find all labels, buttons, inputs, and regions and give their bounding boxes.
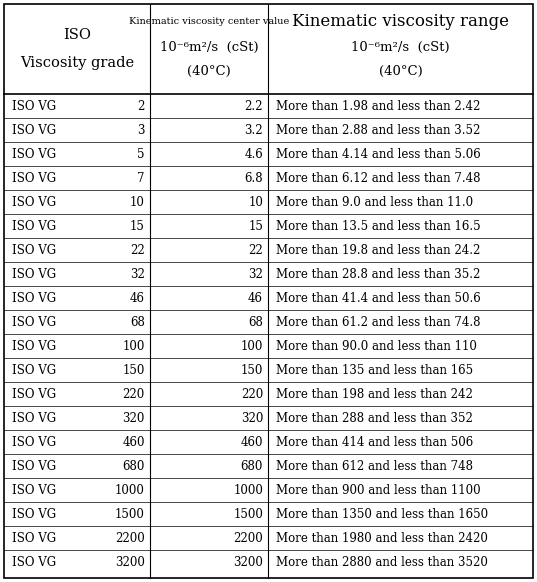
Text: Kinematic viscosity range: Kinematic viscosity range bbox=[292, 12, 509, 30]
Text: 1000: 1000 bbox=[233, 484, 263, 496]
Text: ISO VG: ISO VG bbox=[12, 268, 56, 281]
Text: More than 414 and less than 506: More than 414 and less than 506 bbox=[276, 435, 473, 449]
Text: More than 135 and less than 165: More than 135 and less than 165 bbox=[276, 364, 473, 377]
Text: More than 9.0 and less than 11.0: More than 9.0 and less than 11.0 bbox=[276, 196, 473, 208]
Text: More than 13.5 and less than 16.5: More than 13.5 and less than 16.5 bbox=[276, 219, 481, 232]
Text: ISO: ISO bbox=[63, 28, 91, 42]
Text: More than 1350 and less than 1650: More than 1350 and less than 1650 bbox=[276, 508, 488, 520]
Text: ISO VG: ISO VG bbox=[12, 364, 56, 377]
Text: Viscosity grade: Viscosity grade bbox=[20, 56, 134, 70]
Text: 150: 150 bbox=[241, 364, 263, 377]
Text: ISO VG: ISO VG bbox=[12, 555, 56, 569]
Text: 10: 10 bbox=[130, 196, 145, 208]
Text: ISO VG: ISO VG bbox=[12, 435, 56, 449]
Text: 680: 680 bbox=[122, 460, 145, 473]
Text: (40°C): (40°C) bbox=[187, 65, 231, 77]
Text: 220: 220 bbox=[241, 388, 263, 400]
Text: 32: 32 bbox=[248, 268, 263, 281]
Text: More than 28.8 and less than 35.2: More than 28.8 and less than 35.2 bbox=[276, 268, 481, 281]
Text: ISO VG: ISO VG bbox=[12, 147, 56, 161]
Text: 1500: 1500 bbox=[233, 508, 263, 520]
Text: 15: 15 bbox=[130, 219, 145, 232]
Text: 100: 100 bbox=[122, 339, 145, 353]
Text: More than 19.8 and less than 24.2: More than 19.8 and less than 24.2 bbox=[276, 243, 481, 257]
Text: More than 198 and less than 242: More than 198 and less than 242 bbox=[276, 388, 473, 400]
Text: More than 4.14 and less than 5.06: More than 4.14 and less than 5.06 bbox=[276, 147, 481, 161]
Text: 2: 2 bbox=[137, 100, 145, 112]
Text: ISO VG: ISO VG bbox=[12, 411, 56, 424]
Text: ISO VG: ISO VG bbox=[12, 292, 56, 304]
Text: ISO VG: ISO VG bbox=[12, 219, 56, 232]
Text: ISO VG: ISO VG bbox=[12, 388, 56, 400]
Text: More than 1.98 and less than 2.42: More than 1.98 and less than 2.42 bbox=[276, 100, 481, 112]
Text: More than 1980 and less than 2420: More than 1980 and less than 2420 bbox=[276, 531, 488, 545]
Text: ISO VG: ISO VG bbox=[12, 172, 56, 184]
Text: 6.8: 6.8 bbox=[244, 172, 263, 184]
Text: 22: 22 bbox=[130, 243, 145, 257]
Text: ISO VG: ISO VG bbox=[12, 243, 56, 257]
Text: ISO VG: ISO VG bbox=[12, 315, 56, 328]
Text: 1000: 1000 bbox=[115, 484, 145, 496]
Text: More than 41.4 and less than 50.6: More than 41.4 and less than 50.6 bbox=[276, 292, 481, 304]
Text: More than 61.2 and less than 74.8: More than 61.2 and less than 74.8 bbox=[276, 315, 481, 328]
Text: ISO VG: ISO VG bbox=[12, 531, 56, 545]
Text: 3: 3 bbox=[137, 123, 145, 137]
Text: ISO VG: ISO VG bbox=[12, 508, 56, 520]
Text: 10⁻⁶m²/s  (cSt): 10⁻⁶m²/s (cSt) bbox=[351, 41, 450, 54]
Text: 7: 7 bbox=[137, 172, 145, 184]
Text: More than 2.88 and less than 3.52: More than 2.88 and less than 3.52 bbox=[276, 123, 481, 137]
Text: ISO VG: ISO VG bbox=[12, 100, 56, 112]
Text: ISO VG: ISO VG bbox=[12, 196, 56, 208]
Text: 68: 68 bbox=[130, 315, 145, 328]
Text: 320: 320 bbox=[122, 411, 145, 424]
Text: More than 288 and less than 352: More than 288 and less than 352 bbox=[276, 411, 473, 424]
Text: 15: 15 bbox=[248, 219, 263, 232]
Text: More than 2880 and less than 3520: More than 2880 and less than 3520 bbox=[276, 555, 488, 569]
Text: More than 900 and less than 1100: More than 900 and less than 1100 bbox=[276, 484, 481, 496]
Text: 10⁻⁶m²/s  (cSt): 10⁻⁶m²/s (cSt) bbox=[159, 41, 258, 54]
Text: 320: 320 bbox=[241, 411, 263, 424]
Text: 100: 100 bbox=[241, 339, 263, 353]
Text: ISO VG: ISO VG bbox=[12, 339, 56, 353]
Text: ISO VG: ISO VG bbox=[12, 123, 56, 137]
Text: 4.6: 4.6 bbox=[244, 147, 263, 161]
Text: More than 6.12 and less than 7.48: More than 6.12 and less than 7.48 bbox=[276, 172, 481, 184]
Text: 3200: 3200 bbox=[233, 555, 263, 569]
Text: 460: 460 bbox=[241, 435, 263, 449]
Text: More than 612 and less than 748: More than 612 and less than 748 bbox=[276, 460, 473, 473]
Text: 150: 150 bbox=[122, 364, 145, 377]
Text: 3.2: 3.2 bbox=[244, 123, 263, 137]
Text: 2200: 2200 bbox=[115, 531, 145, 545]
Text: 32: 32 bbox=[130, 268, 145, 281]
Text: 2200: 2200 bbox=[233, 531, 263, 545]
Text: 460: 460 bbox=[122, 435, 145, 449]
Text: Kinematic viscosity center value: Kinematic viscosity center value bbox=[129, 16, 289, 26]
Text: 46: 46 bbox=[248, 292, 263, 304]
Text: 10: 10 bbox=[248, 196, 263, 208]
Text: 68: 68 bbox=[248, 315, 263, 328]
Text: 3200: 3200 bbox=[115, 555, 145, 569]
Text: 46: 46 bbox=[130, 292, 145, 304]
Text: 1500: 1500 bbox=[115, 508, 145, 520]
Text: ISO VG: ISO VG bbox=[12, 460, 56, 473]
Text: (40°C): (40°C) bbox=[379, 65, 423, 77]
Text: 220: 220 bbox=[122, 388, 145, 400]
Text: 2.2: 2.2 bbox=[244, 100, 263, 112]
Text: 680: 680 bbox=[241, 460, 263, 473]
Text: 22: 22 bbox=[248, 243, 263, 257]
Text: 5: 5 bbox=[137, 147, 145, 161]
Text: ISO VG: ISO VG bbox=[12, 484, 56, 496]
Text: More than 90.0 and less than 110: More than 90.0 and less than 110 bbox=[276, 339, 477, 353]
